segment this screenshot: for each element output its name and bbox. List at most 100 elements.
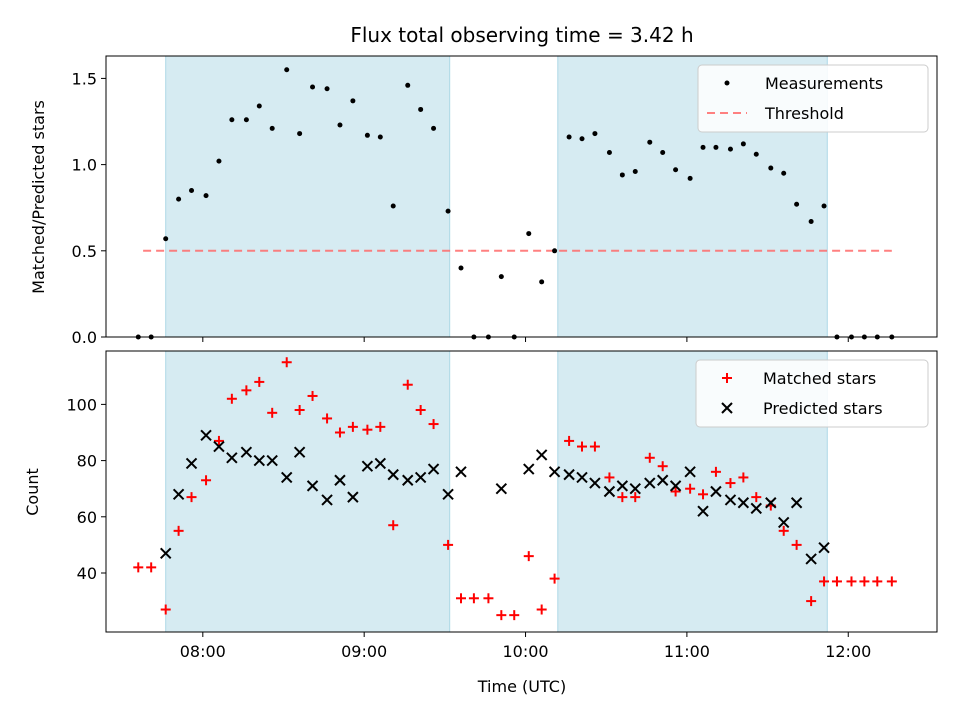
matched-star-point <box>536 604 547 615</box>
measurement-point <box>579 136 585 142</box>
cross-b <box>281 471 293 484</box>
matched-star-point <box>402 379 413 390</box>
matched-star-point <box>523 551 534 562</box>
legend-measurements-label: Measurements <box>765 74 883 93</box>
matched-star-point <box>509 610 520 621</box>
matched-star-point <box>415 405 426 416</box>
cross-b <box>656 474 669 486</box>
measurement-point <box>256 103 262 109</box>
cross-b <box>765 497 777 509</box>
predicted-star-point <box>589 477 601 489</box>
top-y-ticks: 0.0 0.5 1.0 1.5 <box>72 69 106 347</box>
bottom-xtick-label-1: 09:00 <box>341 642 387 661</box>
shaded-interval-1 <box>165 55 451 338</box>
predicted-star-point <box>684 466 696 478</box>
predicted-star-point <box>387 468 399 481</box>
matched-stars-points <box>133 357 897 621</box>
measurement-point <box>794 201 800 207</box>
matched-star-point <box>564 435 575 446</box>
measurement-point <box>418 106 424 112</box>
top-y-axis-title: Matched/Predicted stars <box>29 100 48 294</box>
measurement-point <box>713 144 719 150</box>
cross-b <box>374 457 387 470</box>
matched-star-point <box>617 492 628 503</box>
legend-cross <box>721 402 733 414</box>
matched-star-point <box>267 407 278 418</box>
predicted-star-point <box>306 480 319 492</box>
matched-star-point <box>201 475 212 486</box>
matched-star-point <box>254 376 265 387</box>
measurement-point <box>269 125 275 131</box>
matched-star-point <box>455 593 466 604</box>
measurement-point <box>176 196 182 202</box>
bottom-legend: Matched stars Predicted stars <box>695 359 929 428</box>
cross-b <box>185 457 198 470</box>
top-ytick-label-2: 1.0 <box>72 156 97 175</box>
cross-b <box>172 488 185 501</box>
bottom-y-axis-title: Count <box>23 468 42 516</box>
cross-b <box>697 505 709 517</box>
top-legend: Measurements Threshold <box>697 64 929 133</box>
measurement-point <box>364 132 370 138</box>
bottom-xtick-label-2: 10:00 <box>502 642 548 661</box>
matched-star-point <box>322 413 333 424</box>
predicted-star-point <box>724 494 737 506</box>
top-ytick-label-0: 0.0 <box>72 328 97 347</box>
chart-title: Flux total observing time = 3.42 h <box>350 23 693 47</box>
top-x-ticks <box>202 337 849 342</box>
measurement-point <box>753 151 759 157</box>
cross-b <box>750 502 762 515</box>
cross-b <box>213 440 225 453</box>
bottom-xtick-label-0: 08:00 <box>180 642 226 661</box>
matched-star-point <box>281 357 292 368</box>
measurement-point <box>458 265 464 271</box>
measurement-point <box>350 98 356 104</box>
matched-star-point <box>872 576 883 587</box>
measurement-point <box>566 134 572 140</box>
measurement-point <box>284 67 290 73</box>
predicted-star-point <box>535 449 548 461</box>
cross-b <box>684 466 696 478</box>
matched-star-point <box>307 390 318 401</box>
measurement-point <box>203 193 209 199</box>
predicted-star-point <box>710 485 722 498</box>
matched-star-point <box>428 419 439 430</box>
shaded-interval-1 <box>165 350 451 633</box>
legend-predicted-marker <box>721 402 733 414</box>
measurement-point <box>781 170 787 176</box>
bottom-xtick-label-4: 12:00 <box>825 642 871 661</box>
measurement-point <box>552 248 558 254</box>
cross-b <box>200 429 212 442</box>
measurement-point <box>229 117 235 123</box>
predicted-star-point <box>402 474 414 486</box>
predicted-star-point <box>442 488 454 501</box>
predicted-star-point <box>172 488 185 501</box>
matched-star-point <box>496 610 507 621</box>
bottom-axes-frame <box>105 350 938 633</box>
cross-b <box>589 477 601 489</box>
predicted-star-point <box>213 440 225 453</box>
measurement-point <box>390 203 396 209</box>
legend-threshold-label: Threshold <box>764 104 844 123</box>
measurement-point <box>297 131 303 137</box>
predicted-star-point <box>159 547 172 560</box>
cross-b <box>347 491 359 503</box>
predicted-star-point <box>200 429 212 442</box>
cross-b <box>724 494 737 506</box>
predicted-star-point <box>293 446 306 458</box>
cross-b <box>159 547 172 560</box>
measurement-point <box>700 144 706 150</box>
predicted-star-point <box>361 460 374 472</box>
matched-star-point <box>751 492 762 503</box>
matched-star-point <box>294 405 305 416</box>
bottom-ytick-label-3: 100 <box>66 395 97 414</box>
predicted-star-point <box>616 480 629 492</box>
cross-b <box>334 474 346 486</box>
top-legend-box <box>697 64 929 133</box>
predicted-star-point <box>548 466 561 478</box>
predicted-star-point <box>603 485 616 498</box>
matched-star-point <box>725 478 736 489</box>
predicted-star-point <box>790 497 803 509</box>
measurement-point <box>808 218 814 224</box>
bottom-panel: 40 60 80 100 08:00 09:00 10:00 11:00 12:00 Coun… <box>23 350 938 696</box>
